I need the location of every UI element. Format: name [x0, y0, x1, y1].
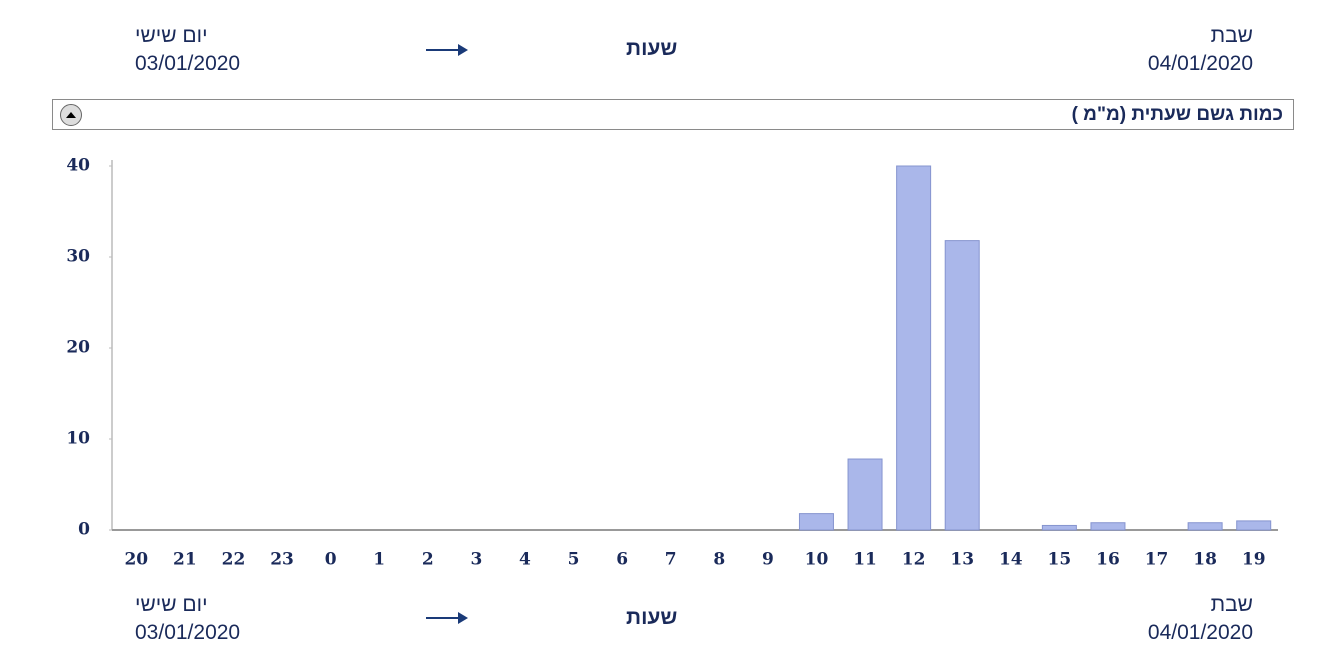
- day-name: שבת: [1210, 593, 1253, 616]
- arrow: [426, 612, 468, 624]
- x-tick-label: 1: [373, 550, 385, 570]
- bar: [798, 513, 834, 531]
- chart-title: כמות גשם שעתית (מ"מ ): [1071, 104, 1283, 125]
- date: 04/01/2020: [1147, 52, 1253, 75]
- y-tick-label: 30: [66, 247, 90, 267]
- bar: [896, 165, 932, 531]
- date: 03/01/2020: [135, 621, 241, 644]
- x-tick-label: 12: [902, 550, 926, 570]
- x-tick-label: 0: [325, 550, 337, 570]
- x-tick-label: 3: [470, 550, 482, 570]
- x-tick-label: 2: [422, 550, 434, 570]
- x-tick-label: 8: [713, 550, 725, 570]
- x-tick-label: 11: [853, 550, 877, 570]
- bar: [1236, 520, 1272, 531]
- date: 03/01/2020: [135, 52, 241, 75]
- y-tick-label: 20: [66, 338, 90, 358]
- bar: [1041, 524, 1077, 531]
- arrow: [426, 44, 468, 56]
- x-tick-label: 13: [950, 550, 974, 570]
- x-tick-label: 18: [1193, 550, 1217, 570]
- x-tick-label: 20: [124, 550, 148, 570]
- day-name: יום שישי: [135, 593, 208, 616]
- x-tick-label: 23: [270, 550, 294, 570]
- x-tick-label: 22: [222, 550, 246, 570]
- x-tick-label: 6: [616, 550, 628, 570]
- x-tick-label: 21: [173, 550, 197, 570]
- collapse-button[interactable]: [60, 104, 82, 126]
- bar: [1187, 522, 1223, 531]
- x-tick-label: 14: [999, 550, 1023, 570]
- y-tick-label: 40: [66, 156, 90, 176]
- x-tick-label: 19: [1242, 550, 1266, 570]
- hours-label: שעות: [626, 606, 678, 629]
- x-tick-label: 10: [805, 550, 829, 570]
- x-tick-label: 15: [1048, 550, 1072, 570]
- x-tick-label: 16: [1096, 550, 1120, 570]
- x-tick-label: 5: [568, 550, 580, 570]
- panel-header: כמות גשם שעתית (מ"מ ): [52, 99, 1294, 130]
- bar: [847, 458, 883, 531]
- x-tick-label: 4: [519, 550, 531, 570]
- y-tick-label: 0: [78, 520, 90, 540]
- date: 04/01/2020: [1147, 621, 1253, 644]
- x-tick-label: 7: [665, 550, 677, 570]
- x-tick-label: 9: [762, 550, 774, 570]
- bar: [944, 240, 980, 531]
- bar: [1090, 522, 1126, 531]
- x-tick-label: 17: [1145, 550, 1169, 570]
- day-name: שבת: [1210, 24, 1253, 47]
- y-tick-label: 10: [66, 429, 90, 449]
- day-name: יום שישי: [135, 24, 208, 47]
- hours-label: שעות: [626, 37, 678, 60]
